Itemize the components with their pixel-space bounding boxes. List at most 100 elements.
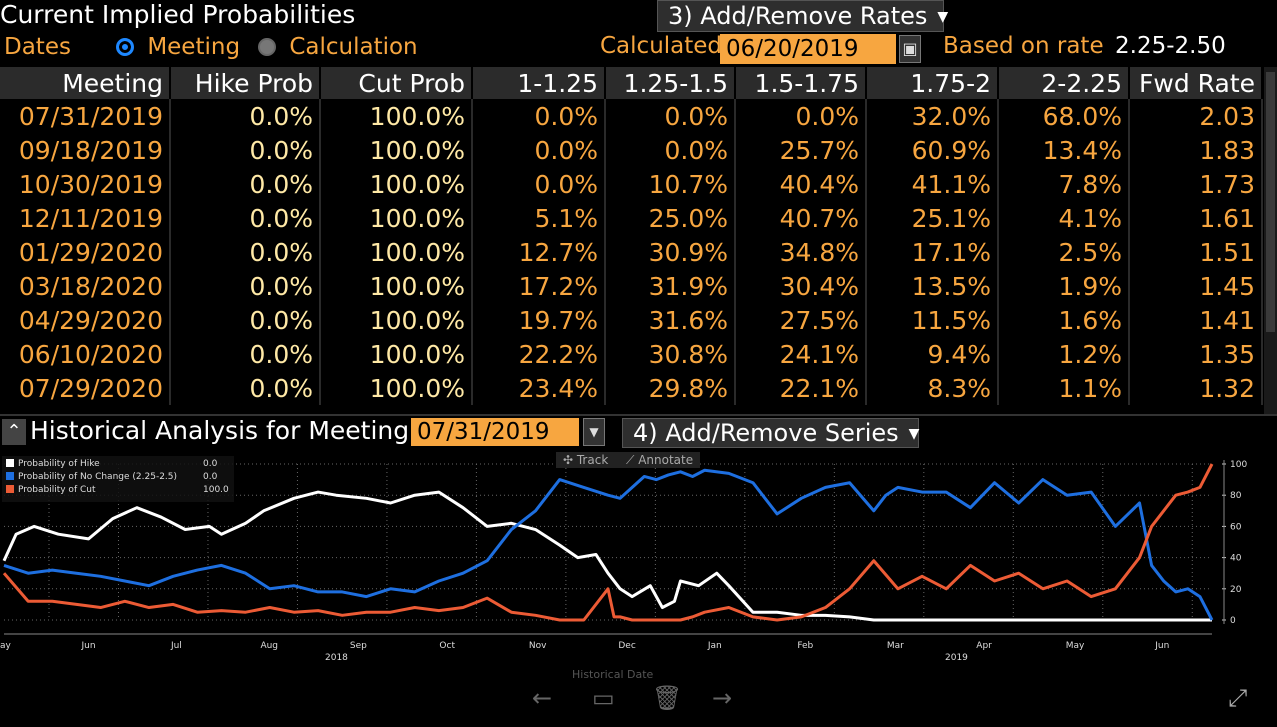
table-cell: 30.4% [735,269,867,303]
table-cell: 100.0% [320,371,473,405]
table-cell: 31.6% [605,303,736,337]
table-cell: 17.2% [472,269,606,303]
column-header[interactable]: 1.5-1.75 [735,67,867,99]
radio-unselected-icon [258,38,276,56]
table-cell: 5.1% [472,201,606,235]
forward-arrow-icon[interactable]: → [712,684,733,712]
series-line [2,463,1214,622]
meeting-date-cell: 01/29/2020 [0,235,171,269]
x-tick-label: Jun [80,641,95,651]
radio-calculation[interactable]: Calculation [258,34,418,60]
table-row[interactable]: 09/18/2019 0.0% 100.0% 0.0% 0.0% 25.7% 60.9% 13… [0,133,1263,167]
x-tick-label: Jun [1154,641,1169,651]
table-cell: 0.0% [170,167,321,201]
table-cell: 41.1% [866,167,999,201]
expand-icon[interactable]: ⤢ [1228,684,1248,712]
x-tick-label: Dec [618,641,635,651]
x-tick-label: Mar [887,641,904,651]
add-remove-rates-dropdown[interactable]: 3) Add/Remove Rates ▼ [657,0,948,32]
table-row[interactable]: 07/29/2020 0.0% 100.0% 23.4% 29.8% 22.1% 8.3% 1… [0,371,1263,405]
table-row[interactable]: 03/18/2020 0.0% 100.0% 17.2% 31.9% 30.4% 13.5%… [0,269,1263,303]
x-axis-title: Historical Date [572,668,654,681]
meeting-date-field[interactable]: 07/31/2019 [411,418,579,446]
table-cell: 8.3% [866,371,999,405]
table-cell: 1.6% [998,303,1130,337]
table-row[interactable]: 01/29/2020 0.0% 100.0% 12.7% 30.9% 34.8% 17.1%… [0,235,1263,269]
y-tick-label: 20 [1230,585,1242,595]
trash-icon[interactable]: 🗑 [652,684,683,712]
x-tick-label: May [1066,641,1085,651]
table-cell: 4.1% [998,201,1130,235]
table-cell: 0.0% [170,133,321,167]
series-line [2,490,1212,622]
column-header[interactable]: Fwd Rate [1129,67,1263,99]
table-cell: 0.0% [170,303,321,337]
calculated-date-field[interactable]: 06/20/2019 [720,34,896,64]
table-cell: 0.0% [605,99,736,133]
based-on-rate-value: 2.25-2.50 [1115,33,1226,59]
meeting-date-dropdown-icon[interactable]: ▼ [583,418,605,446]
table-cell: 9.4% [866,337,999,371]
column-header[interactable]: 1.75-2 [866,67,999,99]
table-cell: 22.2% [472,337,606,371]
table-cell: 17.1% [866,235,999,269]
rates-menu-label: 3) Add/Remove Rates [668,2,928,30]
column-header[interactable]: Cut Prob [320,67,473,99]
table-row[interactable]: 07/31/2019 0.0% 100.0% 0.0% 0.0% 0.0% 32.0% 68.… [0,99,1263,133]
column-header[interactable]: 1.25-1.5 [605,67,736,99]
back-arrow-icon[interactable]: ← [532,684,553,712]
table-row[interactable]: 04/29/2020 0.0% 100.0% 19.7% 31.6% 27.5% 11.5%… [0,303,1263,337]
table-cell: 0.0% [170,337,321,371]
table-cell: 30.8% [605,337,736,371]
column-header[interactable]: 2-2.25 [998,67,1130,99]
table-cell: 0.0% [735,99,867,133]
legend-swatch [6,459,14,467]
table-cell: 0.0% [170,235,321,269]
table-cell: 32.0% [866,99,999,133]
radio-calculation-label: Calculation [289,34,418,60]
collapse-icon[interactable]: ⌃ [2,419,26,445]
table-cell: 1.51 [1129,235,1263,269]
track-button[interactable]: ✣ Track [563,453,608,467]
probabilities-table: Meeting Hike Prob Cut Prob 1-1.25 1.25-1… [0,67,1263,405]
table-scrollbar-thumb[interactable] [1266,72,1275,332]
table-cell: 19.7% [472,303,606,337]
table-cell: 0.0% [472,133,606,167]
table-cell: 100.0% [320,235,473,269]
radio-meeting-label: Meeting [147,34,241,60]
table-cell: 100.0% [320,269,473,303]
table-cell: 1.61 [1129,201,1263,235]
x-tick-label: Nov [529,641,547,651]
comment-icon[interactable]: ▭ [592,684,615,712]
column-header[interactable]: Hike Prob [170,67,321,99]
x-tick-label: ay [0,641,12,651]
table-cell: 25.7% [735,133,867,167]
table-cell: 1.1% [998,371,1130,405]
table-cell: 1.35 [1129,337,1263,371]
radio-meeting[interactable]: Meeting [116,34,240,60]
dates-label: Dates [4,34,71,60]
meeting-date-cell: 07/29/2020 [0,371,171,405]
column-header[interactable]: Meeting [0,67,171,99]
chart-tool-bar [556,452,700,468]
table-row[interactable]: 10/30/2019 0.0% 100.0% 0.0% 10.7% 40.4% 41.1% 7… [0,167,1263,201]
meeting-date-cell: 04/29/2020 [0,303,171,337]
x-tick-label: Apr [976,641,992,651]
historical-chart[interactable]: 0 20 40 60 80 100 ay Jun Jul Aug Sep Oct Nov Dec Jan Fe… [0,452,1277,667]
table-cell: 1.32 [1129,371,1263,405]
add-remove-series-dropdown[interactable]: 4) Add/Remove Series ▼ [622,418,919,448]
table-cell: 2.03 [1129,99,1263,133]
calendar-icon[interactable]: ▣ [899,35,921,63]
meeting-date-cell: 12/11/2019 [0,201,171,235]
table-row[interactable]: 12/11/2019 0.0% 100.0% 5.1% 25.0% 40.7% 25.1% 4… [0,201,1263,235]
table-cell: 100.0% [320,201,473,235]
annotate-button[interactable]: ⟋ Annotate [626,453,693,467]
y-tick-label: 60 [1230,522,1242,532]
legend-name: Probability of Hike [18,459,100,469]
table-row[interactable]: 06/10/2020 0.0% 100.0% 22.2% 30.8% 24.1% 9.4% 1… [0,337,1263,371]
year-label: 2019 [945,653,968,663]
table-cell: 13.4% [998,133,1130,167]
meeting-date-cell: 10/30/2019 [0,167,171,201]
column-header[interactable]: 1-1.25 [472,67,606,99]
based-on-rate-label: Based on rate [943,33,1104,59]
